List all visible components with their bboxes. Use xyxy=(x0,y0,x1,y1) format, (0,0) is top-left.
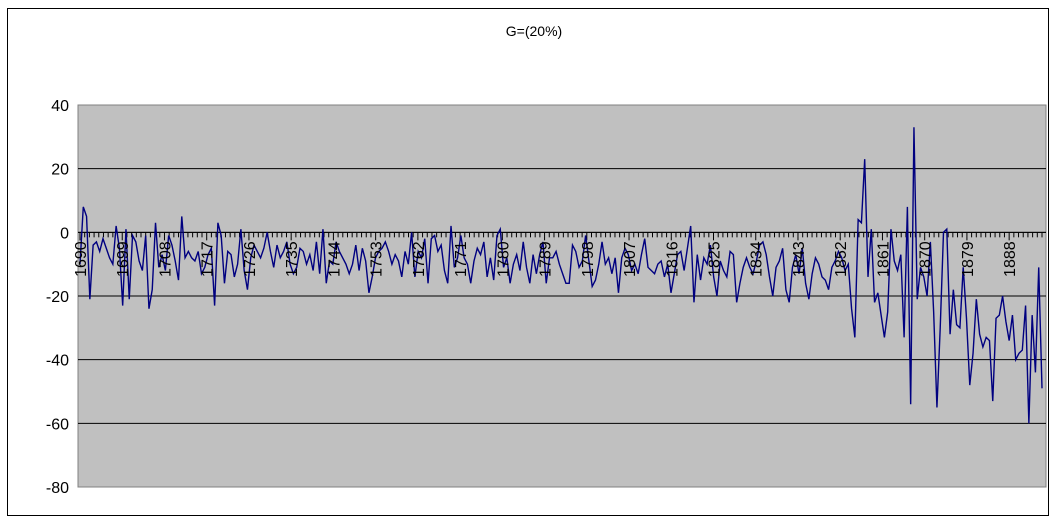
x-tick-label: 1834 xyxy=(749,241,766,277)
line-chart: G=(20%) 40 20 0 -20 -40 -60 -80 1690 1699 1708 17… xyxy=(46,23,1047,497)
y-tick-label: 0 xyxy=(60,225,69,242)
x-tick-label: 1888 xyxy=(1002,241,1019,277)
x-tick-label: 1879 xyxy=(960,241,977,277)
y-tick-label: 20 xyxy=(51,162,69,179)
chart-title: G=(20%) xyxy=(506,23,562,39)
x-tick-label: 1762 xyxy=(411,241,428,277)
x-tick-label: 1690 xyxy=(73,241,90,277)
x-tick-label: 1789 xyxy=(538,241,555,277)
x-tick-label: 1735 xyxy=(284,241,301,277)
x-axis-labels: 1690 1699 1708 1717 1726 1735 1744 1753 1762 1771… xyxy=(73,241,1019,277)
x-tick-label: 1852 xyxy=(833,241,850,277)
y-axis-ticks: 40 20 0 -20 -40 -60 -80 xyxy=(46,98,69,497)
x-axis-ticks xyxy=(78,231,1046,241)
x-tick-label: 1816 xyxy=(664,241,681,277)
y-tick-label: -40 xyxy=(46,353,69,370)
x-tick-label: 1798 xyxy=(580,241,597,277)
x-tick-label: 1744 xyxy=(326,241,343,277)
chart-frame: G=(20%) 40 20 0 -20 -40 -60 -80 1690 1699 1708 17… xyxy=(7,8,1049,516)
y-tick-label: -60 xyxy=(46,416,69,433)
x-tick-label: 1825 xyxy=(707,241,724,277)
x-tick-label: 1753 xyxy=(369,241,386,277)
y-tick-label: -20 xyxy=(46,289,69,306)
x-tick-label: 1717 xyxy=(200,241,217,277)
x-tick-label: 1843 xyxy=(791,241,808,277)
x-tick-label: 1708 xyxy=(157,241,174,277)
x-tick-label: 1771 xyxy=(453,241,470,277)
x-tick-label: 1861 xyxy=(875,241,892,277)
x-tick-label: 1726 xyxy=(242,241,259,277)
x-tick-label: 1807 xyxy=(622,241,639,277)
x-tick-label: 1780 xyxy=(495,241,512,277)
series-line xyxy=(79,127,1043,424)
x-tick-label: 1699 xyxy=(115,241,132,277)
y-tick-label: -80 xyxy=(46,480,69,497)
y-tick-label: 40 xyxy=(51,98,69,115)
x-tick-label: 1870 xyxy=(918,241,935,277)
